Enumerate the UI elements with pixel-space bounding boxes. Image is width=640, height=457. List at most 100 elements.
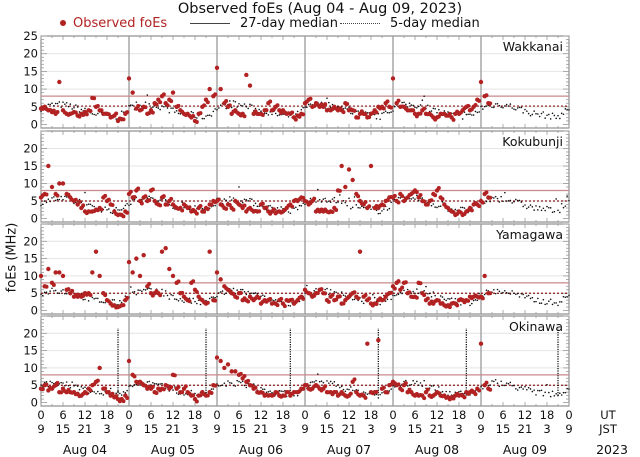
observed-point [352, 290, 357, 295]
observed-point [147, 198, 152, 203]
median-trace-point [58, 198, 61, 201]
median-trace-point [247, 107, 249, 110]
observed-point [158, 293, 163, 298]
median-trace-point [71, 381, 73, 383]
median-trace-point [157, 200, 160, 202]
observed-point [170, 273, 176, 279]
observed-point [57, 181, 62, 186]
median-trace-point [328, 293, 330, 296]
observed-point [403, 280, 408, 285]
x-tick-label-ut: 0 [37, 408, 44, 422]
median-trace-point [333, 380, 336, 383]
median-trace-point [49, 103, 51, 106]
median-trace-point [562, 113, 565, 116]
median-trace-point [210, 115, 213, 117]
observed-point [114, 111, 119, 116]
median-trace-point [93, 391, 95, 393]
median-trace-point [417, 105, 420, 108]
median-trace-point [348, 106, 350, 108]
median-trace-point [133, 290, 136, 293]
median-trace-point [474, 110, 477, 113]
median-trace-point [214, 204, 216, 207]
median-trace-point [40, 293, 42, 296]
observed-point [176, 385, 181, 390]
median-trace-point [251, 104, 253, 106]
observed-point [205, 393, 210, 398]
median-trace-point [199, 303, 202, 306]
median-trace-point [69, 386, 72, 389]
observed-point [478, 79, 484, 85]
observed-point [363, 395, 368, 400]
median-trace-point [351, 298, 354, 301]
median-trace-point [538, 115, 541, 118]
observed-point [130, 90, 135, 95]
observed-point [238, 371, 243, 376]
median-trace-point [362, 391, 365, 393]
median-trace-point [432, 384, 435, 387]
median-trace-point [139, 289, 141, 292]
median-trace-point [179, 297, 182, 300]
observed-point [106, 112, 111, 117]
observed-point [350, 177, 355, 183]
observed-point [187, 299, 192, 304]
median-trace-point [403, 101, 405, 104]
median-trace-point [564, 391, 567, 394]
median-trace-point [159, 383, 161, 385]
median-trace-point [524, 108, 526, 111]
observed-point [247, 83, 253, 88]
observed-point [480, 296, 485, 301]
observed-point [301, 296, 306, 301]
median-trace-point [399, 291, 402, 294]
median-trace-point [395, 294, 398, 296]
median-trace-point [98, 301, 101, 303]
median-trace-point [51, 287, 53, 290]
median-trace-point [73, 385, 75, 387]
median-trace-point [344, 201, 347, 204]
median-trace-point [40, 110, 42, 113]
median-trace-point [271, 391, 273, 394]
median-trace-point [344, 390, 347, 393]
median-trace-point [95, 392, 97, 395]
median-trace-point [238, 186, 240, 188]
observed-point [260, 201, 265, 206]
median-trace-point [318, 198, 321, 201]
median-trace-point [51, 197, 53, 199]
median-trace-point [102, 394, 105, 396]
median-trace-point [461, 118, 464, 120]
observed-point [356, 115, 361, 120]
observed-point [246, 299, 251, 304]
observed-point [233, 369, 238, 374]
observed-point [44, 382, 49, 387]
observed-point [352, 377, 357, 382]
median-trace-point [445, 299, 447, 302]
observed-point [126, 259, 132, 265]
median-trace-point [315, 201, 317, 203]
median-trace-point [42, 203, 44, 206]
x-tick-label-jst: 15 [496, 422, 511, 436]
median-trace-point [474, 299, 477, 301]
median-trace-point [271, 206, 273, 209]
median-trace-point [548, 206, 550, 209]
median-trace-point [544, 117, 546, 119]
median-trace-point [335, 291, 337, 294]
median-trace-point [269, 204, 271, 207]
median-trace-point [53, 104, 55, 107]
median-trace-point [564, 108, 567, 110]
observed-point [191, 279, 196, 284]
observed-point [363, 112, 368, 117]
median-trace-point [42, 294, 44, 297]
median-trace-point [410, 198, 413, 200]
median-trace-point [362, 206, 365, 209]
median-trace-point [329, 380, 332, 383]
observed-point [194, 289, 199, 294]
median-trace-point [493, 106, 495, 109]
median-trace-point [496, 102, 499, 105]
observed-point [334, 389, 339, 394]
median-trace-point [496, 382, 499, 385]
median-trace-point [157, 383, 160, 385]
median-trace-point [117, 209, 119, 211]
observed-point [172, 373, 177, 378]
median-trace-point [251, 198, 253, 201]
median-trace-point [401, 101, 403, 104]
